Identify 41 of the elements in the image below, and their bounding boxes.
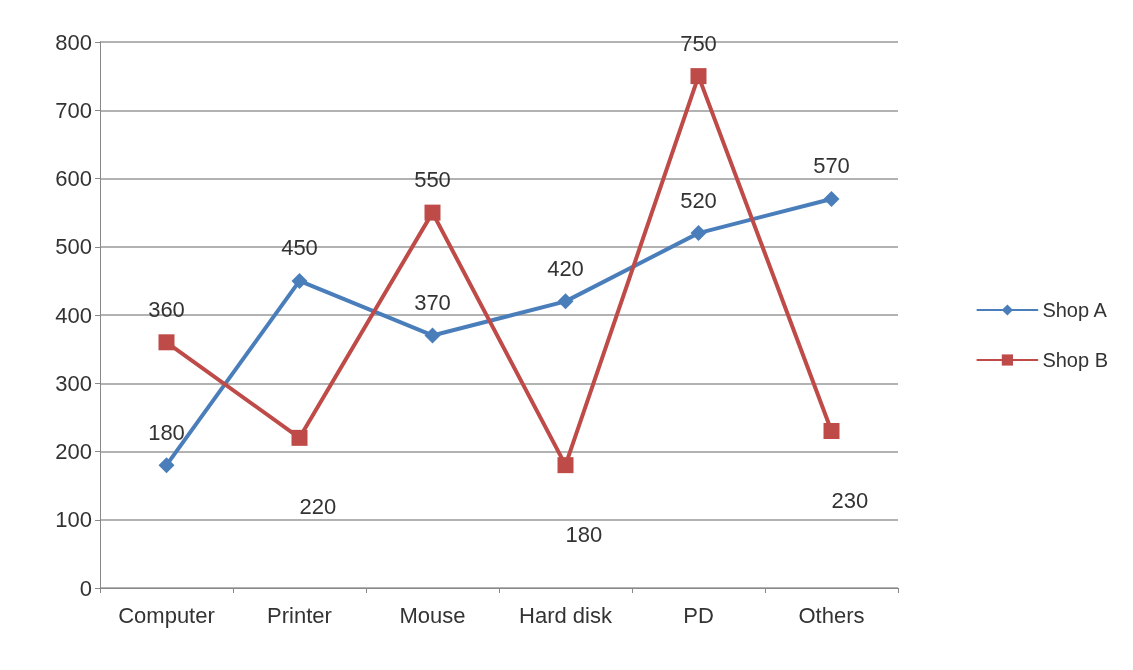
data-label: 370: [414, 289, 451, 315]
y-tick-label: 700: [55, 97, 92, 123]
y-tick-label: 200: [55, 439, 92, 464]
y-tick-label: 400: [55, 302, 92, 328]
point: [424, 204, 441, 221]
x-tick-label: PD: [683, 602, 714, 628]
point: [158, 334, 175, 351]
point: [823, 190, 840, 207]
x-tick-label: Others: [798, 602, 865, 628]
x-tick-label: Computer: [118, 602, 215, 628]
y-tick-label: 500: [55, 234, 92, 260]
x-tick-label: Hard disk: [519, 602, 613, 628]
y-tick-label: 600: [55, 166, 92, 191]
y-tick-label: 800: [55, 29, 92, 55]
x-tick-label: Printer: [267, 602, 332, 628]
y-tick-label: 300: [55, 370, 92, 396]
data-label: 180: [565, 521, 603, 547]
data-label: 550: [414, 167, 451, 193]
point: [158, 457, 175, 474]
legend-label: Shop A: [1042, 299, 1108, 321]
data-label: 450: [281, 235, 318, 261]
legend-label: Shop B: [1042, 349, 1108, 371]
y-tick-label: 0: [79, 575, 92, 601]
point: [557, 293, 574, 310]
point: [291, 429, 308, 446]
point: [557, 457, 574, 474]
data-label: 750: [680, 30, 717, 56]
data-label: 230: [831, 487, 869, 513]
data-label: 520: [680, 187, 717, 213]
data-label: 220: [299, 494, 337, 520]
data-label: 180: [148, 419, 185, 445]
data-label: 420: [547, 255, 584, 281]
x-tick-label: Mouse: [399, 602, 466, 628]
point: [291, 272, 308, 289]
point: [424, 327, 441, 344]
data-label: 570: [813, 153, 850, 179]
y-tick-label: 100: [55, 507, 92, 533]
point: [690, 225, 707, 242]
point: [823, 423, 840, 440]
data-label: 360: [148, 296, 185, 322]
point: [690, 68, 707, 85]
